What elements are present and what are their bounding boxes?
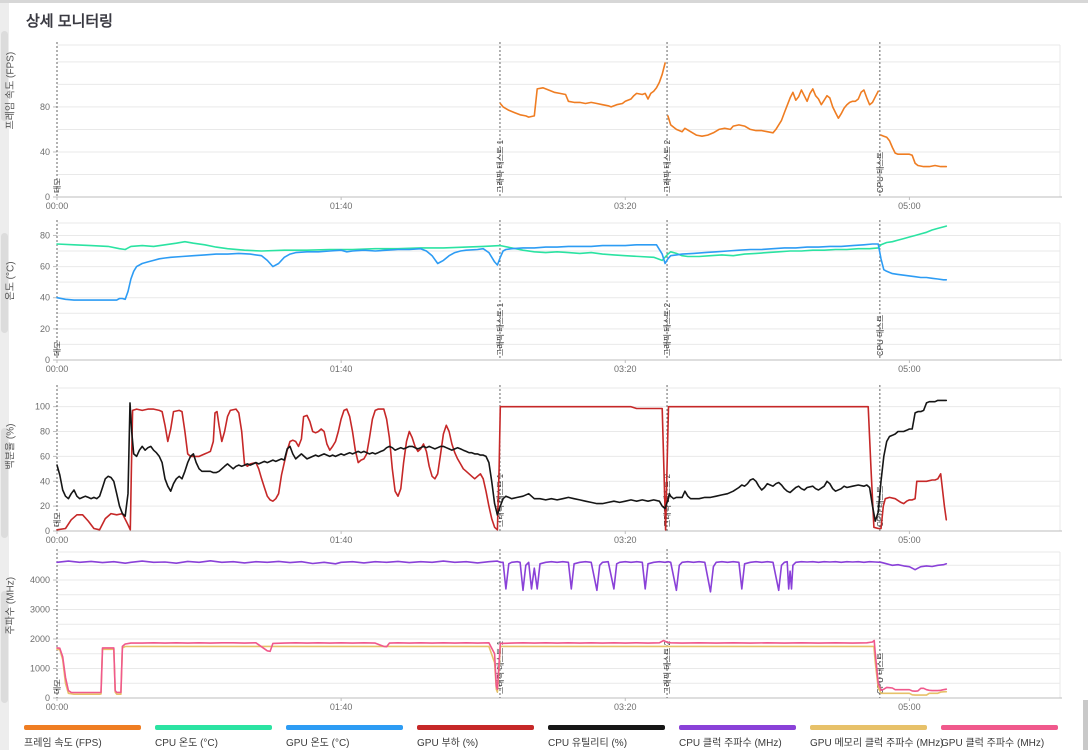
fps-chart[interactable]: 0 40 80 00:00 01:40 03:20 05:00 데모 그래픽 테스트 1 그래픽 … xyxy=(10,40,1080,215)
x-tick-label: 03:20 xyxy=(614,702,637,712)
series-프레임 속도 (FPS) xyxy=(880,134,948,168)
event-label: CPU 테스트 xyxy=(876,315,885,356)
legend-label: GPU 부하 (%) xyxy=(417,738,479,749)
x-tick-label: 01:40 xyxy=(330,535,353,545)
event-label: 그래픽 테스트 1 xyxy=(495,473,505,527)
x-tick-label: 05:00 xyxy=(898,201,921,211)
x-tick-label: 01:40 xyxy=(330,702,353,712)
x-tick-label: 00:00 xyxy=(46,364,69,374)
temperature-chart[interactable]: 0 20 40 60 80 00:00 01:40 03:20 05:00 데모 그래픽 테스트 1… xyxy=(10,218,1080,378)
event-label: 데모 xyxy=(53,178,62,193)
legend-label: CPU 온도 (°C) xyxy=(155,738,218,749)
x-tick-label: 01:40 xyxy=(330,364,353,374)
legend-item[interactable]: CPU 클럭 주파수 (MHz) xyxy=(679,725,796,749)
series-프레임 속도 (FPS) xyxy=(499,62,666,118)
window-left-edge xyxy=(0,3,9,750)
series-CPU 클럭 주파수 (MHz) xyxy=(56,560,948,593)
y-tick-label: 40 xyxy=(40,293,50,303)
event-label: CPU 테스트 xyxy=(876,152,885,193)
percent-chart[interactable]: 0 20 40 60 80 100 00:00 01:40 03:20 05:00 데모 그래픽 테스… xyxy=(10,383,1080,548)
legend-label: GPU 클럭 주파수 (MHz) xyxy=(941,738,1045,749)
chart-legend: 프레임 속도 (FPS) CPU 온도 (°C) GPU 온도 (°C) GPU 부하… xyxy=(24,725,1058,749)
y-tick-label: 20 xyxy=(40,324,50,334)
series-CPU 유틸리티 (%) xyxy=(56,399,948,522)
event-label: 데모 xyxy=(53,679,62,694)
legend-swatch xyxy=(286,725,403,730)
window-right-edge xyxy=(1083,700,1088,750)
event-label: 그래픽 테스트 1 xyxy=(495,302,505,356)
y-tick-label: 0 xyxy=(45,192,50,202)
x-tick-label: 05:00 xyxy=(898,702,921,712)
x-tick-label: 00:00 xyxy=(46,702,69,712)
legend-label: 프레임 속도 (FPS) xyxy=(24,738,102,749)
legend-swatch xyxy=(810,725,927,730)
legend-item[interactable]: GPU 부하 (%) xyxy=(417,725,534,749)
x-tick-label: 05:00 xyxy=(898,364,921,374)
x-tick-label: 03:20 xyxy=(614,535,637,545)
legend-label: CPU 클럭 주파수 (MHz) xyxy=(679,738,782,749)
event-label: 그래픽 테스트 1 xyxy=(495,139,505,193)
legend-swatch xyxy=(941,725,1058,730)
legend-swatch xyxy=(155,725,272,730)
scrollbar-thumb[interactable] xyxy=(1,233,8,333)
y-tick-label: 1000 xyxy=(30,664,50,674)
page-title: 상세 모니터링 xyxy=(26,13,113,30)
legend-item[interactable]: GPU 클럭 주파수 (MHz) xyxy=(941,725,1058,749)
legend-label: GPU 온도 (°C) xyxy=(286,738,350,749)
event-label: 그래픽 테스트 2 xyxy=(662,302,672,356)
legend-label: CPU 유틸리티 (%) xyxy=(548,738,628,749)
event-label: CPU 테스트 xyxy=(876,486,885,527)
legend-item[interactable]: GPU 메모리 클럭 주파수 (MHz) xyxy=(810,725,944,749)
series-GPU 온도 (°C) xyxy=(56,243,948,301)
legend-label: GPU 메모리 클럭 주파수 (MHz) xyxy=(810,738,944,749)
y-tick-label: 20 xyxy=(40,501,50,511)
y-tick-label: 40 xyxy=(40,476,50,486)
series-GPU 클럭 주파수 (MHz) xyxy=(56,639,948,694)
scrollbar-thumb[interactable] xyxy=(1,31,8,121)
event-label: CPU 테스트 xyxy=(876,653,885,694)
legend-item[interactable]: 프레임 속도 (FPS) xyxy=(24,725,141,749)
frequency-chart[interactable]: 0 1000 2000 3000 4000 00:00 01:40 03:20 05:00 데모 그… xyxy=(10,548,1080,720)
x-tick-label: 03:20 xyxy=(614,364,637,374)
event-label: 데모 xyxy=(53,341,62,356)
legend-item[interactable]: GPU 온도 (°C) xyxy=(286,725,403,749)
event-label: 그래픽 테스트 2 xyxy=(662,640,672,694)
x-tick-label: 03:20 xyxy=(614,201,637,211)
y-tick-label: 0 xyxy=(45,693,50,703)
legend-swatch xyxy=(24,725,141,730)
y-tick-label: 4000 xyxy=(30,575,50,585)
legend-item[interactable]: CPU 온도 (°C) xyxy=(155,725,272,749)
y-tick-label: 0 xyxy=(45,526,50,536)
y-tick-label: 100 xyxy=(35,402,50,412)
x-tick-label: 05:00 xyxy=(898,535,921,545)
x-tick-label: 01:40 xyxy=(330,201,353,211)
window-top-edge xyxy=(0,0,1088,3)
y-tick-label: 80 xyxy=(40,427,50,437)
scrollbar-thumb[interactable] xyxy=(1,591,8,703)
legend-swatch xyxy=(417,725,534,730)
y-tick-label: 80 xyxy=(40,230,50,240)
y-tick-label: 40 xyxy=(40,147,50,157)
x-tick-label: 00:00 xyxy=(46,535,69,545)
y-tick-label: 60 xyxy=(40,451,50,461)
y-tick-label: 0 xyxy=(45,355,50,365)
scrollbar-thumb[interactable] xyxy=(1,428,8,538)
y-tick-label: 2000 xyxy=(30,634,50,644)
legend-swatch xyxy=(679,725,796,730)
series-GPU 부하 (%) xyxy=(56,405,948,531)
y-tick-label: 80 xyxy=(40,102,50,112)
y-tick-label: 60 xyxy=(40,262,50,272)
series-프레임 속도 (FPS) xyxy=(667,88,879,137)
event-label: 그래픽 테스트 2 xyxy=(662,139,672,193)
legend-swatch xyxy=(548,725,665,730)
legend-item[interactable]: CPU 유틸리티 (%) xyxy=(548,725,665,749)
event-label: 데모 xyxy=(53,512,62,527)
x-tick-label: 00:00 xyxy=(46,201,69,211)
y-tick-label: 3000 xyxy=(30,605,50,615)
